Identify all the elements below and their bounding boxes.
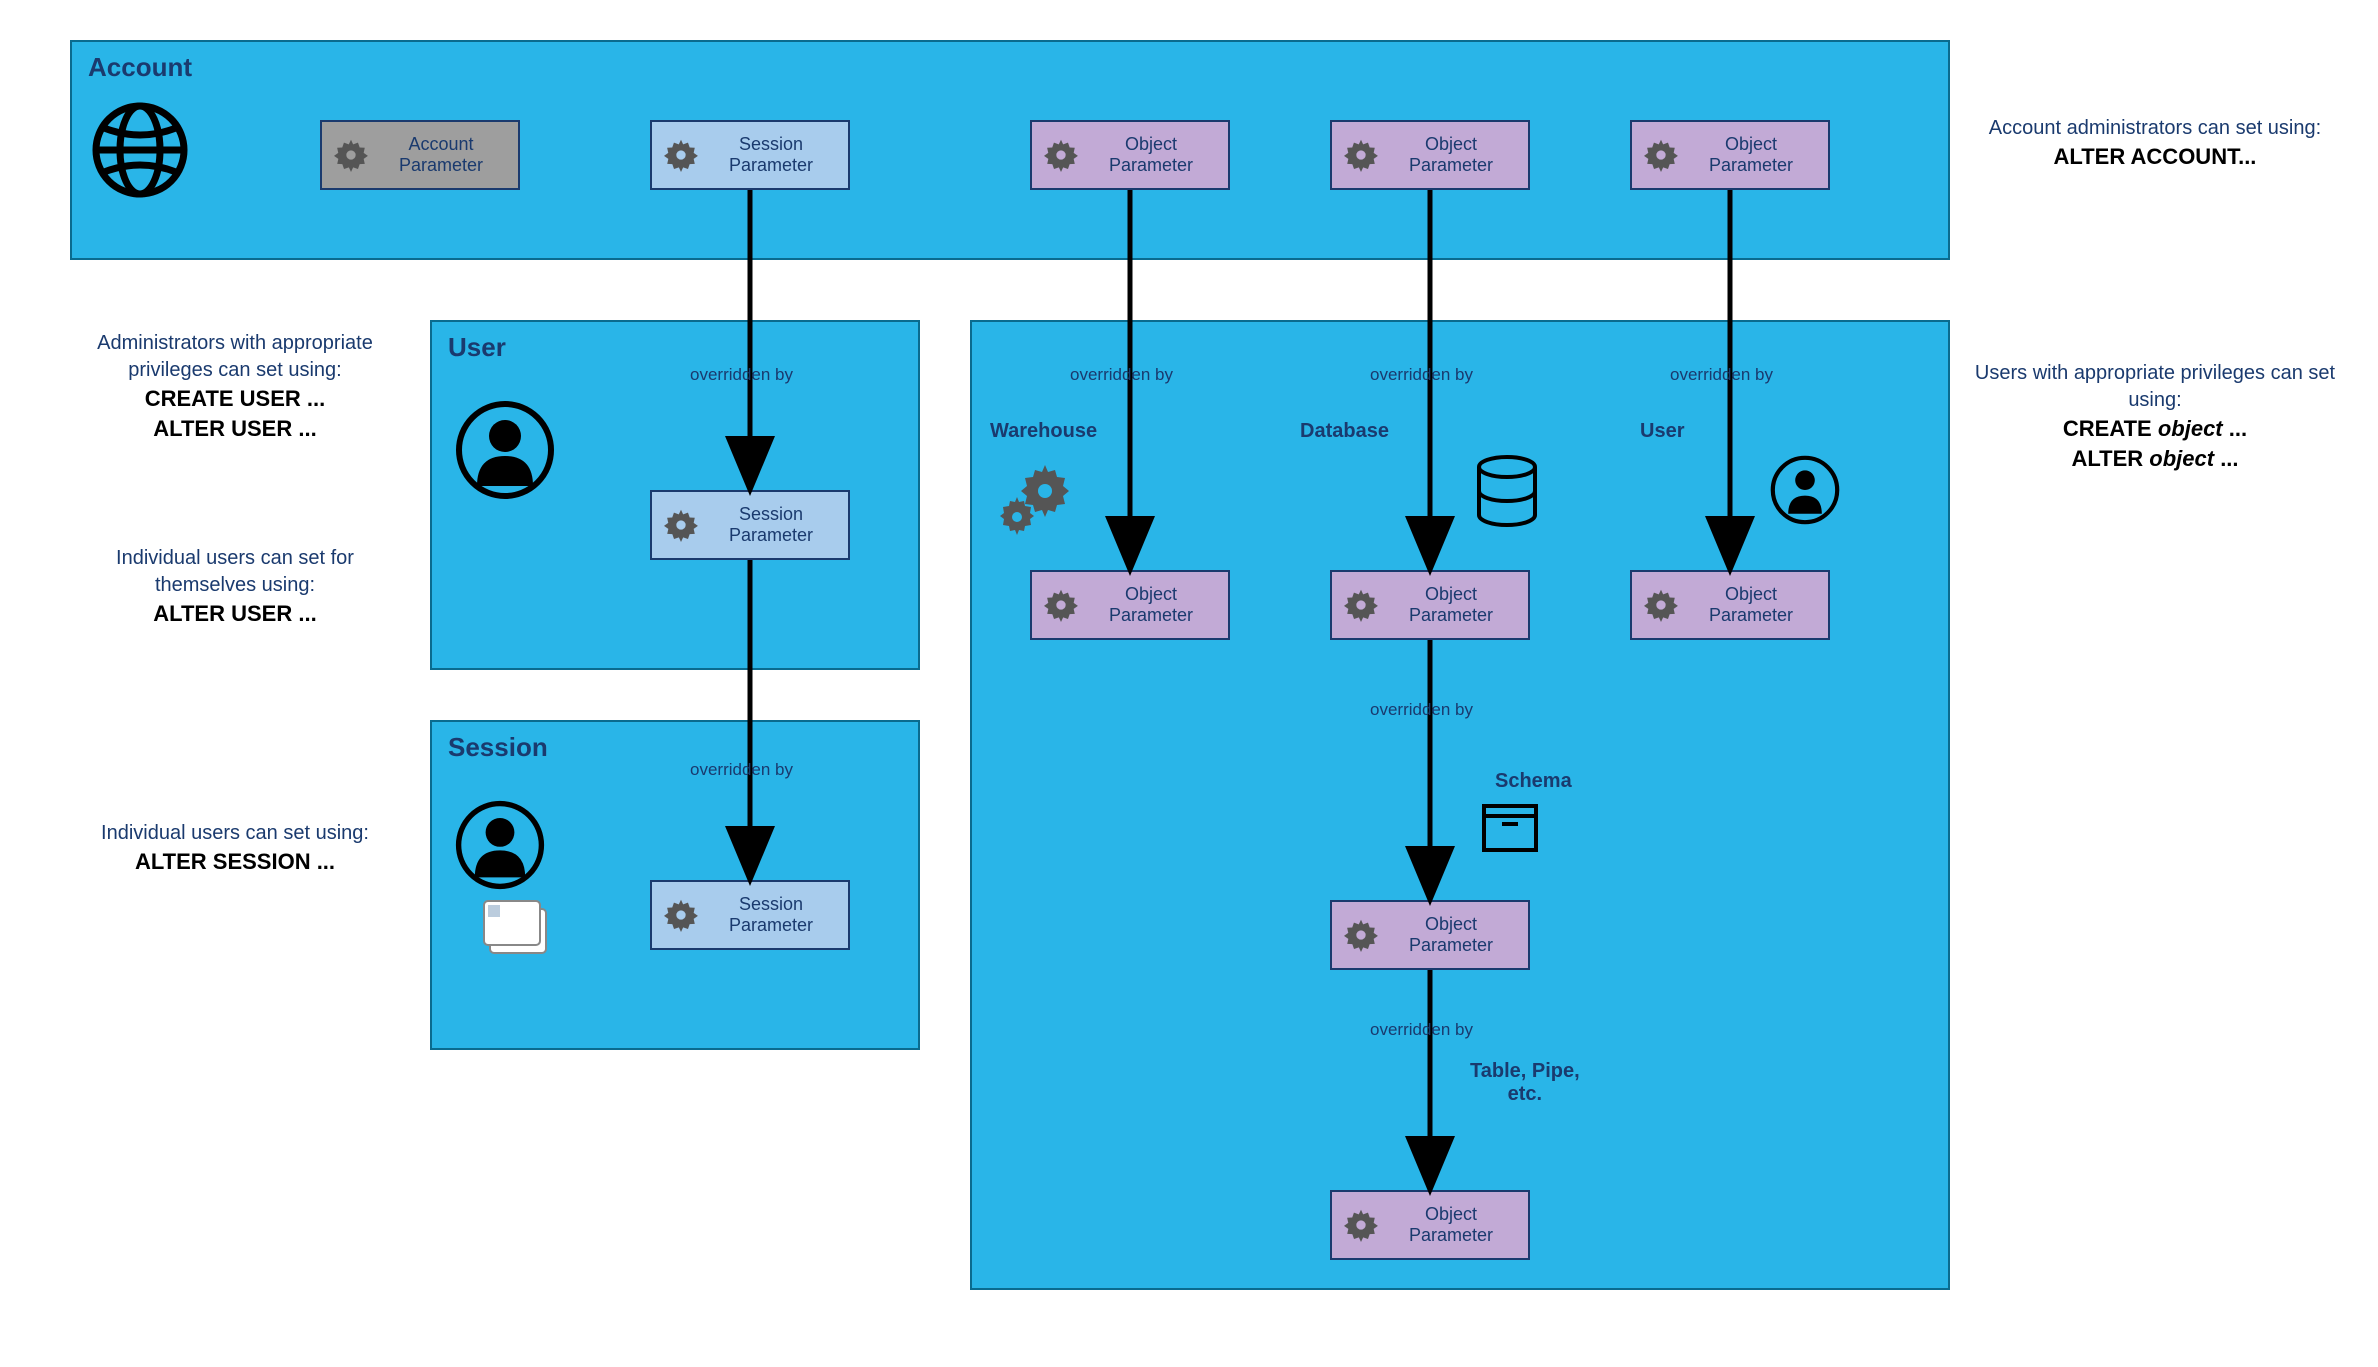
- side-account-right: Account administrators can set using: AL…: [1970, 115, 2340, 172]
- param-label: Session Parameter: [706, 134, 836, 175]
- param-box-session_user: Session Parameter: [650, 490, 850, 560]
- gear-icon: [1344, 1208, 1378, 1242]
- override-label-7: overridden by: [1370, 1020, 1473, 1040]
- param-label: Object Parameter: [1686, 584, 1816, 625]
- gear-icon: [1044, 138, 1078, 172]
- session-title: Session: [448, 732, 548, 763]
- param-box-obj_acct_user: Object Parameter: [1630, 120, 1830, 190]
- override-label-1: overridden by: [690, 365, 793, 385]
- gear-icon: [664, 898, 698, 932]
- warehouse-gears-icon: [995, 455, 1075, 540]
- database-label: Database: [1300, 420, 1389, 443]
- param-box-obj_acct_wh: Object Parameter: [1030, 120, 1230, 190]
- schema-icon: [1480, 800, 1540, 860]
- account-title: Account: [88, 52, 192, 83]
- param-label: Object Parameter: [1386, 584, 1516, 625]
- param-label: Object Parameter: [1086, 584, 1216, 625]
- side-user-left-2: Individual users can set for themselves …: [70, 545, 400, 629]
- gear-icon: [1344, 138, 1378, 172]
- globe-icon: [90, 100, 190, 205]
- override-label-5: overridden by: [1670, 365, 1773, 385]
- gear-icon: [664, 508, 698, 542]
- param-label: Object Parameter: [1386, 134, 1516, 175]
- param-box-obj_user: Object Parameter: [1630, 570, 1830, 640]
- session-user-icon: [455, 800, 545, 895]
- gear-icon: [1044, 588, 1078, 622]
- table-label: Table, Pipe, etc.: [1470, 1060, 1580, 1106]
- session-document-icon: [480, 895, 560, 965]
- database-icon: [1475, 455, 1540, 535]
- param-box-session_acct: Session Parameter: [650, 120, 850, 190]
- override-label-3: overridden by: [1070, 365, 1173, 385]
- warehouse-label: Warehouse: [990, 420, 1097, 443]
- param-box-obj_acct_db: Object Parameter: [1330, 120, 1530, 190]
- gear-icon: [664, 138, 698, 172]
- schema-label: Schema: [1495, 770, 1572, 793]
- param-label: Account Parameter: [376, 134, 506, 175]
- param-label: Object Parameter: [1686, 134, 1816, 175]
- param-box-obj_table: Object Parameter: [1330, 1190, 1530, 1260]
- param-box-obj_wh: Object Parameter: [1030, 570, 1230, 640]
- object-user-icon: [1770, 455, 1840, 530]
- object-user-label: User: [1640, 420, 1684, 443]
- gear-icon: [334, 138, 368, 172]
- param-label: Object Parameter: [1086, 134, 1216, 175]
- gear-icon: [1644, 588, 1678, 622]
- param-label: Session Parameter: [706, 504, 836, 545]
- override-label-2: overridden by: [690, 760, 793, 780]
- side-user-left-1: Administrators with appropriate privileg…: [70, 330, 400, 444]
- gear-icon: [1644, 138, 1678, 172]
- param-box-account_param: Account Parameter: [320, 120, 520, 190]
- user-title: User: [448, 332, 506, 363]
- param-label: Session Parameter: [706, 894, 836, 935]
- param-box-session_sess: Session Parameter: [650, 880, 850, 950]
- gear-icon: [1344, 588, 1378, 622]
- gear-icon: [1344, 918, 1378, 952]
- param-label: Object Parameter: [1386, 914, 1516, 955]
- side-objects-right: Users with appropriate privileges can se…: [1970, 360, 2340, 474]
- override-label-4: overridden by: [1370, 365, 1473, 385]
- param-box-obj_db: Object Parameter: [1330, 570, 1530, 640]
- user-silhouette-icon: [455, 400, 555, 505]
- override-label-6: overridden by: [1370, 700, 1473, 720]
- param-box-obj_schema: Object Parameter: [1330, 900, 1530, 970]
- side-session-left: Individual users can set using: ALTER SE…: [70, 820, 400, 877]
- param-label: Object Parameter: [1386, 1204, 1516, 1245]
